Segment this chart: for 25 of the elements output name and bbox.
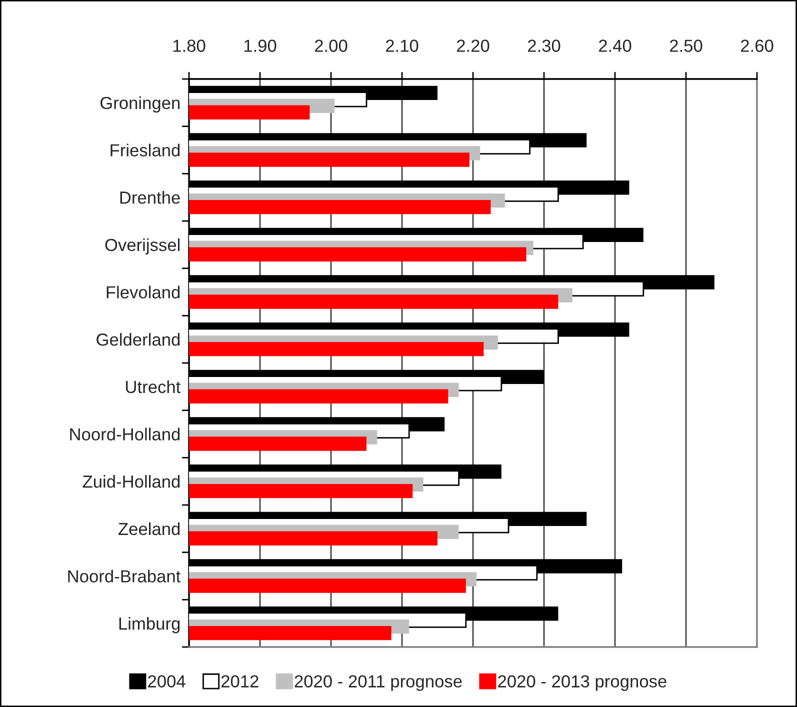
y-tick-label: Friesland [110,144,180,156]
y-tick-label: Overijssel [105,238,180,255]
y-tick-label: Gelderland [96,333,180,346]
x-tick-label: 2.60 [740,40,774,52]
y-tick-label: Flevoland [106,286,180,298]
x-tick-label: 2.40 [598,40,632,52]
y-tick-label: Noord-Holland [70,428,180,440]
x-tick-label: 2.30 [528,40,560,52]
x-tick-label: 1.90 [244,40,276,52]
x-tick-label: 2.50 [670,40,702,52]
y-tick-label: Zuid-Holland [82,475,180,488]
y-tick-label: Drenthe [120,191,180,204]
x-tick-label: 1.80 [173,40,206,52]
y-tick-label: Noord-Brabant [68,570,181,582]
x-tick-label: 2.00 [314,40,348,52]
legend-label: 2012 [221,675,258,688]
y-tick-label: Limburg [119,617,180,634]
x-tick-label: 2.20 [456,40,490,52]
y-tick-label: Utrecht [126,380,181,394]
legend-label: 2020 - 2013 prognose [498,675,666,691]
legend-label: 2020 - 2011 prognose [294,675,462,691]
legend-label: 2004 [148,675,186,688]
y-tick-label: Groningen [100,96,180,113]
x-tick-label: 2.10 [386,40,418,52]
y-tick-label: Zeeland [118,522,180,536]
